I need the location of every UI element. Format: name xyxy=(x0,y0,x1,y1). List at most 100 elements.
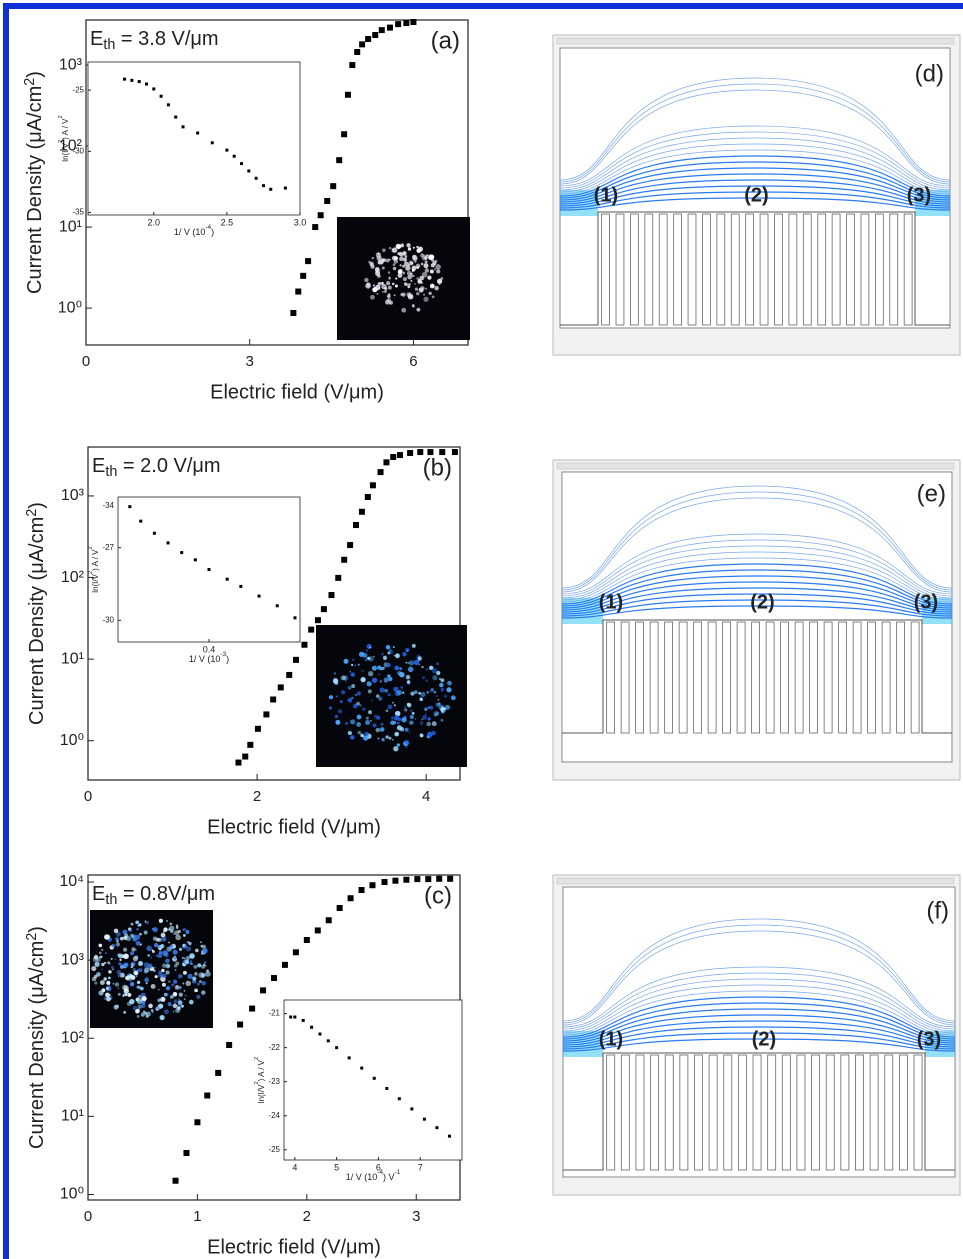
data-point xyxy=(383,459,390,466)
data-point xyxy=(269,187,273,191)
data-point xyxy=(193,558,197,562)
emission-spot xyxy=(334,714,339,719)
emission-spot xyxy=(425,668,429,671)
emission-spot xyxy=(345,721,349,726)
emission-spot xyxy=(163,945,165,948)
emission-spot xyxy=(143,962,150,968)
emission-spot xyxy=(365,716,369,720)
emission-spot xyxy=(354,664,356,667)
emission-spot xyxy=(125,976,129,980)
emission-spot xyxy=(119,963,125,969)
field-contour xyxy=(561,605,953,619)
emission-spot xyxy=(201,964,206,969)
data-point xyxy=(378,27,385,34)
inset-x-label: 1/ V (10-4) xyxy=(174,224,214,238)
emission-spot xyxy=(364,731,369,736)
region-label: (2) xyxy=(744,184,768,206)
emission-spot xyxy=(170,994,175,999)
data-point xyxy=(326,1039,330,1043)
emission-spot xyxy=(391,248,395,252)
data-point xyxy=(410,1107,414,1111)
emission-spot xyxy=(385,645,391,650)
comb-tooth xyxy=(838,621,847,734)
field-contour xyxy=(561,563,953,605)
emission-spot xyxy=(401,307,407,313)
field-contour xyxy=(562,1038,956,1052)
emission-spot xyxy=(130,963,135,967)
threshold-annotation-part: th xyxy=(105,892,117,908)
x-axis-label: Electric field (V/μm) xyxy=(210,381,384,403)
emission-spot xyxy=(393,654,396,657)
emission-spot xyxy=(402,257,407,262)
comb-tooth xyxy=(765,621,775,734)
data-point xyxy=(381,879,388,886)
emission-spot xyxy=(403,282,408,286)
emission-spot xyxy=(440,678,445,683)
inset-x-label-part: ) xyxy=(226,654,229,664)
data-point xyxy=(123,77,127,81)
emission-spot xyxy=(391,738,394,741)
comb-tooth xyxy=(903,213,913,326)
emission-spot xyxy=(182,943,186,947)
data-point xyxy=(261,184,265,188)
emission-spot xyxy=(425,679,428,682)
emission-spot xyxy=(413,690,418,694)
panel-label: (a) xyxy=(431,27,460,54)
data-point xyxy=(303,937,310,944)
data-point xyxy=(372,32,379,39)
emission-spot xyxy=(141,996,147,1002)
emission-spot xyxy=(366,681,372,687)
emission-spot xyxy=(386,280,391,286)
field-contour xyxy=(561,545,953,599)
emission-spot xyxy=(409,709,413,712)
emission-spot xyxy=(371,665,377,671)
emission-spot xyxy=(393,704,396,707)
x-tick-label: 1 xyxy=(193,1208,201,1225)
emission-spot xyxy=(401,717,407,723)
emission-spot xyxy=(178,992,183,997)
emission-spot xyxy=(405,661,408,664)
data-point xyxy=(174,115,178,119)
emission-spot xyxy=(384,688,389,693)
comb-tooth xyxy=(606,621,615,734)
field-contour xyxy=(561,533,953,595)
comb-tooth xyxy=(752,1054,762,1171)
emission-spot xyxy=(162,963,167,968)
emission-spot xyxy=(140,1012,145,1017)
emission-spot xyxy=(140,1003,146,1009)
data-point xyxy=(392,877,399,884)
emission-spot xyxy=(105,986,109,990)
emission-spot xyxy=(160,996,166,1002)
emission-spot xyxy=(424,713,427,716)
emission-spot xyxy=(427,717,431,721)
emission-spot xyxy=(393,259,399,264)
data-point xyxy=(207,568,211,571)
field-contour xyxy=(562,996,956,1038)
data-point xyxy=(436,875,443,882)
emission-spot xyxy=(132,956,138,962)
emission-spot xyxy=(391,282,395,286)
emission-spot xyxy=(175,926,179,929)
comb-tooth xyxy=(630,213,639,326)
x-tick-label: 5 xyxy=(334,1162,339,1172)
emission-spot xyxy=(101,962,105,967)
emission-spot xyxy=(371,677,378,683)
comb-tooth xyxy=(840,1054,850,1171)
emission-spot xyxy=(406,680,411,684)
emission-spot xyxy=(183,990,186,992)
y-axis-label-part: 2 xyxy=(24,509,40,517)
emission-spot xyxy=(182,970,187,975)
emission-spot xyxy=(376,292,379,295)
emission-spot xyxy=(188,999,194,1005)
data-point xyxy=(344,91,351,98)
emission-spot xyxy=(328,706,333,710)
emission-spot xyxy=(138,968,143,973)
region-label: (2) xyxy=(752,1028,776,1050)
emission-spot xyxy=(129,998,135,1005)
x-tick-label: 0 xyxy=(84,1208,92,1225)
emission-spot xyxy=(345,680,347,683)
field-contour xyxy=(559,125,951,187)
emission-spot xyxy=(187,973,193,980)
emission-spot xyxy=(421,254,428,261)
emission-spot xyxy=(163,927,168,932)
